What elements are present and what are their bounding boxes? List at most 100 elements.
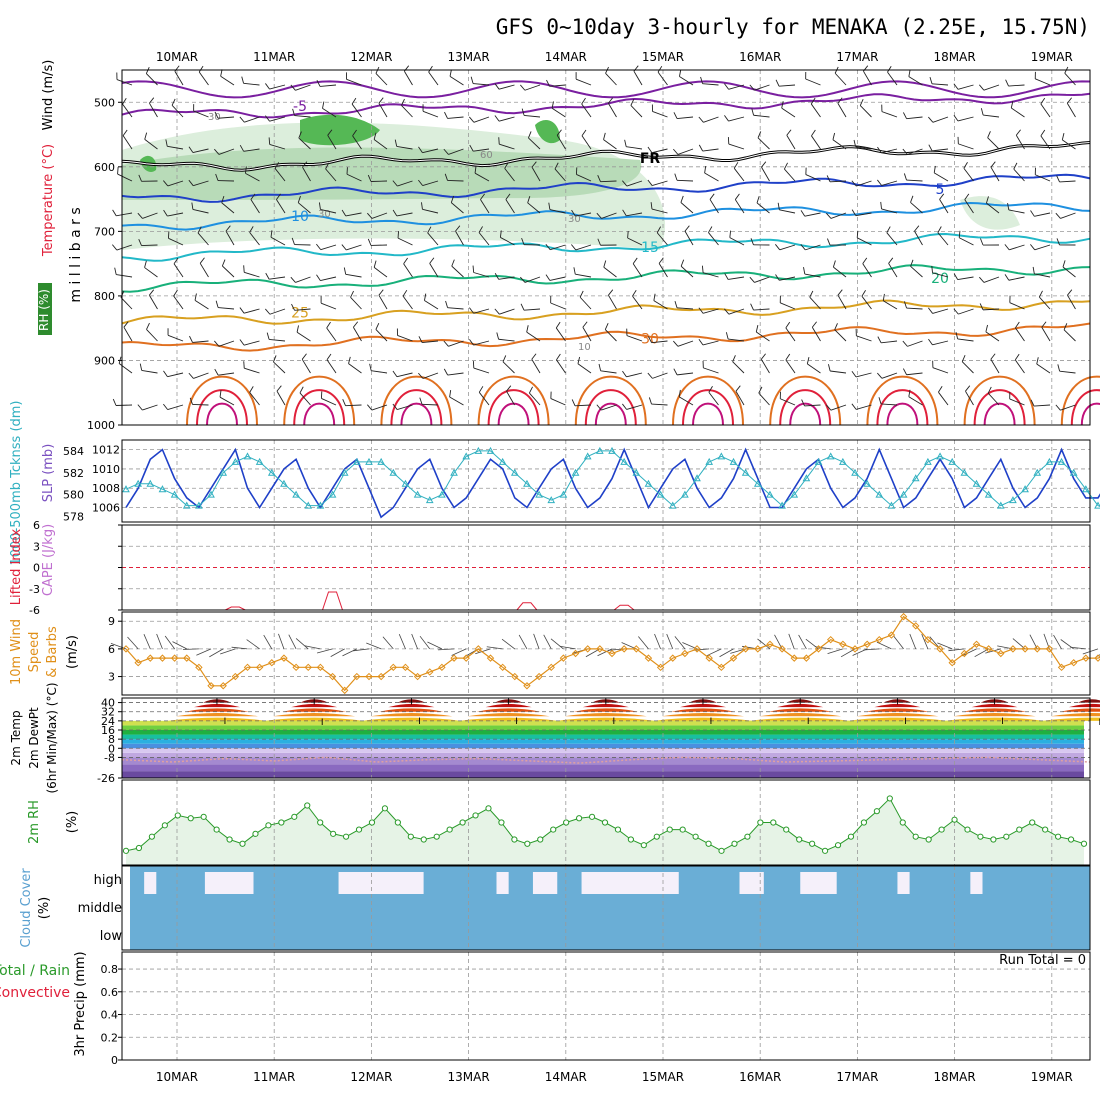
p1-ytick-600: 600: [94, 161, 115, 174]
rh2m-point-20: [382, 806, 387, 811]
top-date-18MAR: 18MAR: [934, 50, 976, 64]
p1-ytick-800: 800: [94, 290, 115, 303]
cloud-gap-0: [144, 872, 156, 894]
bottom-date-15MAR: 15MAR: [642, 1070, 684, 1084]
bottom-date-11MAR: 11MAR: [253, 1070, 295, 1084]
thickness-tick-578: 578: [63, 511, 84, 524]
tmax-mark-6: I: [799, 697, 802, 707]
precip-tick-0: 0: [111, 1054, 118, 1067]
temp-tick-7: 40: [101, 697, 115, 710]
precip-tick-2: 0.4: [101, 1009, 119, 1022]
isotherm-label-15: 15: [641, 240, 659, 256]
cloud-gap-2: [339, 872, 424, 894]
rh2m-point-31: [525, 841, 530, 846]
rh2m-point-57: [861, 820, 866, 825]
rh2m-point-47: [732, 841, 737, 846]
rh2m-point-56: [848, 834, 853, 839]
ws-tick-3: 3: [108, 671, 115, 684]
bottom-date-14MAR: 14MAR: [545, 1070, 587, 1084]
precip-legend-convective: Convective: [0, 985, 70, 1001]
rh2m-point-39: [628, 837, 633, 842]
rh2m-point-19: [369, 820, 374, 825]
temp-base-band-5: [122, 744, 1084, 749]
bottom-date-16MAR: 16MAR: [739, 1070, 781, 1084]
slp-label: SLP (mb): [41, 444, 56, 503]
cloud-level-low: low: [100, 929, 123, 944]
temp-base-band-6: [122, 739, 1084, 744]
rh2m-point-10: [253, 831, 258, 836]
rh2m-point-22: [408, 834, 413, 839]
upper-barb-5-20-flag: [628, 231, 629, 238]
p1-ytick-500: 500: [94, 96, 115, 109]
cloud-gap-8: [897, 872, 909, 894]
bottom-date-13MAR: 13MAR: [448, 1070, 490, 1084]
rh2m-point-71: [1043, 827, 1048, 832]
top-date-13MAR: 13MAR: [448, 50, 490, 64]
rh2m-point-7: [214, 827, 219, 832]
rh2m-point-51: [784, 827, 789, 832]
stability-panel: 630-3-6: [29, 519, 1090, 617]
top-date-10MAR: 10MAR: [156, 50, 198, 64]
wind10m-label-1: Speed: [27, 632, 42, 673]
tmax-mark-7: I: [896, 697, 899, 707]
tmax-mark-1: I: [313, 697, 316, 707]
rh2m-point-66: [978, 834, 983, 839]
precip-tick-1: 0.2: [101, 1031, 119, 1044]
rh2m-point-23: [421, 837, 426, 842]
tmax-mark-4: I: [604, 697, 607, 707]
millibars-label: m i l l i b a r s: [68, 207, 84, 302]
upper-barb-6-14-flag: [473, 266, 474, 273]
upper-barb-3-0-flag: [118, 167, 119, 174]
rh2m-point-32: [538, 837, 543, 842]
slp-tick-1012: 1012: [92, 444, 120, 457]
upper-barb-5-0-flag: [112, 245, 116, 250]
rh2m-point-41: [654, 834, 659, 839]
rh2m-point-72: [1056, 834, 1061, 839]
rh2m-point-38: [615, 827, 620, 832]
rh2m-point-16: [331, 831, 336, 836]
rh2m-point-46: [719, 848, 724, 853]
precip-tick-3: 0.6: [101, 986, 119, 999]
temp-base-band-0: [122, 771, 1084, 778]
tmin-mark-1: I: [321, 718, 324, 728]
rh2m-point-62: [926, 837, 931, 842]
rh2m-point-61: [913, 834, 918, 839]
thickness-tick-584: 584: [63, 445, 84, 458]
rh2m-point-13: [292, 814, 297, 819]
rh-contour-label-4: 10: [578, 342, 591, 353]
temp-base-band-8: [122, 730, 1084, 735]
p1-ytick-700: 700: [94, 225, 115, 238]
rh2m-point-30: [512, 837, 517, 842]
rh2m-point-63: [939, 827, 944, 832]
rh2m-point-1: [136, 845, 141, 850]
cloud-gap-7: [800, 872, 836, 894]
rh2m-point-43: [680, 827, 685, 832]
wind10m-label-2: & Barbs: [45, 626, 60, 678]
rh2m-point-54: [822, 848, 827, 853]
cloud-gap-4: [533, 872, 557, 894]
cloud-level-middle: middle: [78, 901, 122, 916]
rh2m-point-44: [693, 834, 698, 839]
rh-contour-label-1: 60: [480, 150, 493, 161]
bottom-date-12MAR: 12MAR: [350, 1070, 392, 1084]
li-tick-2: 0: [33, 562, 40, 575]
upper-barb-5-1-staff: [142, 245, 158, 246]
rh2m-point-24: [434, 834, 439, 839]
li-tick-4: -6: [29, 604, 40, 617]
rh2m-point-49: [758, 820, 763, 825]
wind10m-label-0: 10m Wind: [9, 619, 24, 685]
tmin-mark-2: I: [418, 717, 421, 727]
run-total: Run Total = 0: [999, 953, 1086, 968]
rh2m-point-21: [395, 820, 400, 825]
rh2m-point-65: [965, 827, 970, 832]
tmin-mark-5: I: [710, 717, 713, 727]
tmax-mark-2: I: [410, 697, 413, 707]
rh2m-point-74: [1081, 841, 1086, 846]
rh2m-point-29: [499, 820, 504, 825]
rh2m-point-6: [201, 814, 206, 819]
tmax-mark-5: I: [702, 697, 705, 707]
rh2m-point-35: [577, 816, 582, 821]
rh2m-point-70: [1030, 820, 1035, 825]
cloud-label: Cloud Cover: [19, 868, 34, 948]
